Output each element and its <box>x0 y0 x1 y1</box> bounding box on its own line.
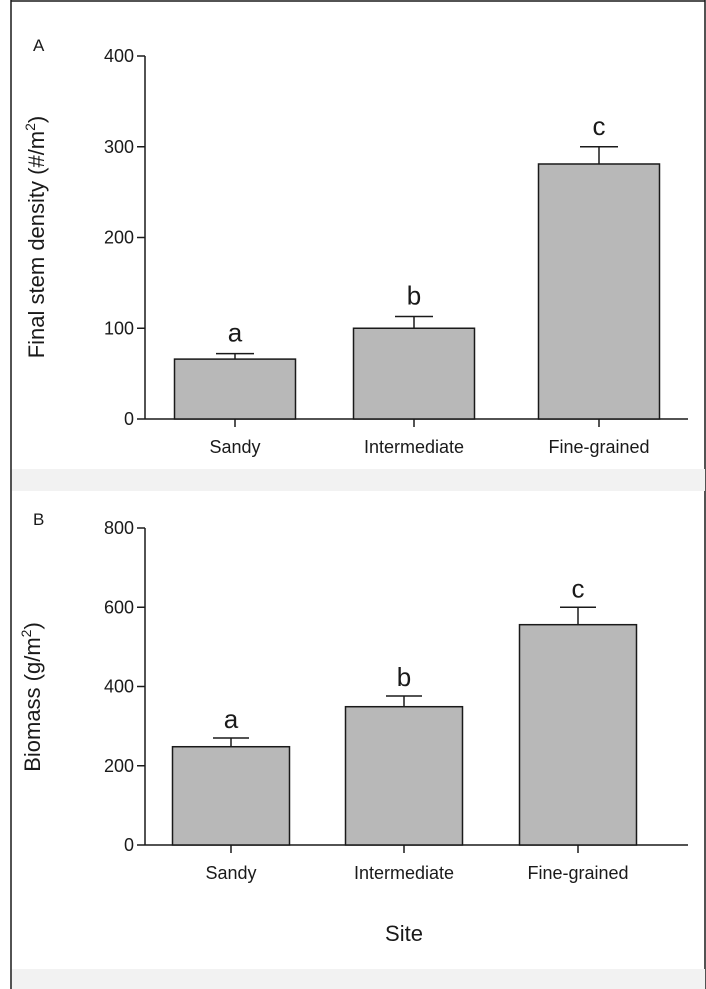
panel-a-category-label-2: Fine-grained <box>548 437 649 457</box>
panel-b-category-label-2: Fine-grained <box>527 863 628 883</box>
panel-a-significance-letter-0: a <box>228 318 243 348</box>
panel-b-y-tick-label-2: 400 <box>104 677 134 697</box>
panel-a-y-axis-title: Final stem density (#/m2) <box>22 116 49 359</box>
panel-b-x-axis-title: Site <box>385 921 423 946</box>
panel-a-category-label-1: Intermediate <box>364 437 464 457</box>
panel-b-significance-letter-2: c <box>572 573 585 603</box>
panel-b-significance-letter-1: b <box>397 662 411 692</box>
panel-a-significance-letter-2: c <box>593 111 606 141</box>
panel-b-category-label-1: Intermediate <box>354 863 454 883</box>
panel-a-y-tick-label-1: 100 <box>104 318 134 338</box>
panel-b-plot: 0 200 400 600 800 Sandy a Intermediate b Fine-gra… <box>104 518 688 883</box>
panel-a-category-label-0: Sandy <box>209 437 260 457</box>
panel-b-bar-0 <box>171 745 291 846</box>
panel-a-bar-2 <box>537 163 661 420</box>
panel-a-significance-letter-1: b <box>407 280 421 310</box>
panel-b-y-tick-label-0: 0 <box>124 835 134 855</box>
panel-a-bar-1 <box>352 327 476 420</box>
panel-b-y-tick-label-3: 600 <box>104 597 134 617</box>
panel-b-significance-letter-0: a <box>224 704 239 734</box>
panel-separator <box>12 469 705 491</box>
panel-b-category-label-0: Sandy <box>205 863 256 883</box>
panel-a-y-tick-label-3: 300 <box>104 137 134 157</box>
panel-b-y-tick-label-1: 200 <box>104 756 134 776</box>
panel-a: A Final stem density (#/m2) 0 100 200 300 40… <box>22 36 688 457</box>
panel-b-letter: B <box>33 510 44 529</box>
panel-a-plot: 0 100 200 300 400 Sandy a Intermediate b Fine-gra… <box>104 46 688 457</box>
panel-a-y-tick-label-0: 0 <box>124 409 134 429</box>
panel-b-bar-2 <box>518 623 638 846</box>
panel-b-bar-1 <box>344 705 464 846</box>
panel-a-y-tick-label-2: 200 <box>104 228 134 248</box>
panel-a-letter: A <box>33 36 45 55</box>
bottom-strip <box>12 969 705 989</box>
panel-b-y-tick-label-4: 800 <box>104 518 134 538</box>
panel-a-bar-0 <box>173 358 297 420</box>
panel-b-y-axis-title: Biomass (g/m2) <box>18 622 45 772</box>
panel-a-y-tick-label-4: 400 <box>104 46 134 66</box>
panel-b: B Biomass (g/m2) Site 0 200 400 600 800 Sandy… <box>18 510 688 946</box>
